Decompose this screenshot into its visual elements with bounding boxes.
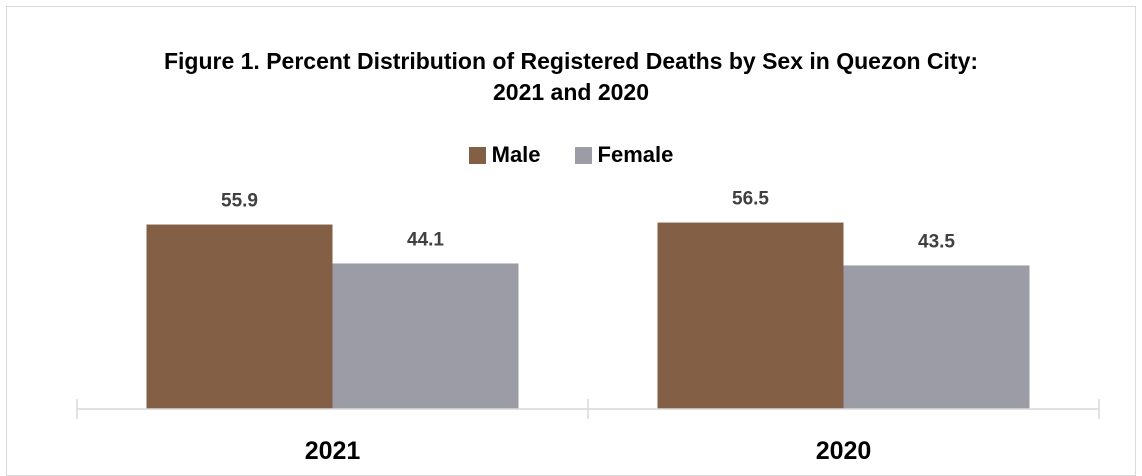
bar-male-2020	[657, 222, 844, 409]
legend-label-male: Male	[491, 142, 541, 167]
data-label-male-2020: 56.5	[732, 189, 769, 210]
chart-legend: Male Female	[0, 142, 1142, 168]
chart-title: Figure 1. Percent Distribution of Regist…	[0, 46, 1142, 108]
chart-title-line-2: 2021 and 2020	[492, 79, 649, 105]
data-label-female-2021: 44.1	[407, 229, 444, 250]
legend-label-female: Female	[597, 142, 674, 167]
data-label-male-2021: 55.9	[221, 191, 258, 212]
legend-swatch-male	[468, 146, 486, 164]
legend-item-female: Female	[574, 142, 674, 168]
bar-male-2021	[146, 224, 333, 409]
bar-female-2021	[332, 263, 519, 409]
x-tick-label-2021: 2021	[305, 437, 361, 461]
data-label-female-2020: 43.5	[918, 231, 955, 252]
bar-female-2020	[843, 265, 1030, 409]
legend-swatch-female	[574, 146, 592, 164]
chart-plot: 55.9 44.1 56.5 43.5 2021 2020	[76, 189, 1100, 461]
legend-item-male: Male	[468, 142, 541, 168]
chart-title-line-1: Figure 1. Percent Distribution of Regist…	[163, 48, 979, 74]
x-tick-label-2020: 2020	[816, 437, 872, 461]
